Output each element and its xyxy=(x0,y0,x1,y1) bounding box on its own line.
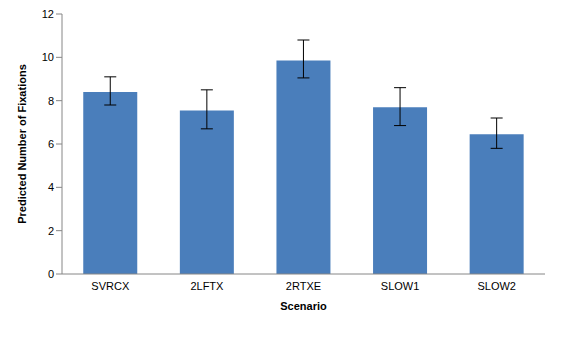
svg-text:SLOW2: SLOW2 xyxy=(477,280,516,292)
svg-text:0: 0 xyxy=(48,268,54,280)
svg-text:10: 10 xyxy=(42,51,54,63)
svg-text:4: 4 xyxy=(48,181,54,193)
svg-text:2RTXE: 2RTXE xyxy=(286,280,321,292)
svg-text:12: 12 xyxy=(42,8,54,20)
svg-text:8: 8 xyxy=(48,95,54,107)
svg-text:SVRCX: SVRCX xyxy=(91,280,130,292)
svg-text:6: 6 xyxy=(48,138,54,150)
svg-text:SLOW1: SLOW1 xyxy=(381,280,420,292)
svg-text:Scenario: Scenario xyxy=(280,300,327,312)
svg-text:2: 2 xyxy=(48,225,54,237)
svg-text:Predicted Number of Fixations: Predicted Number of Fixations xyxy=(16,64,28,224)
svg-text:2LFTX: 2LFTX xyxy=(190,280,224,292)
